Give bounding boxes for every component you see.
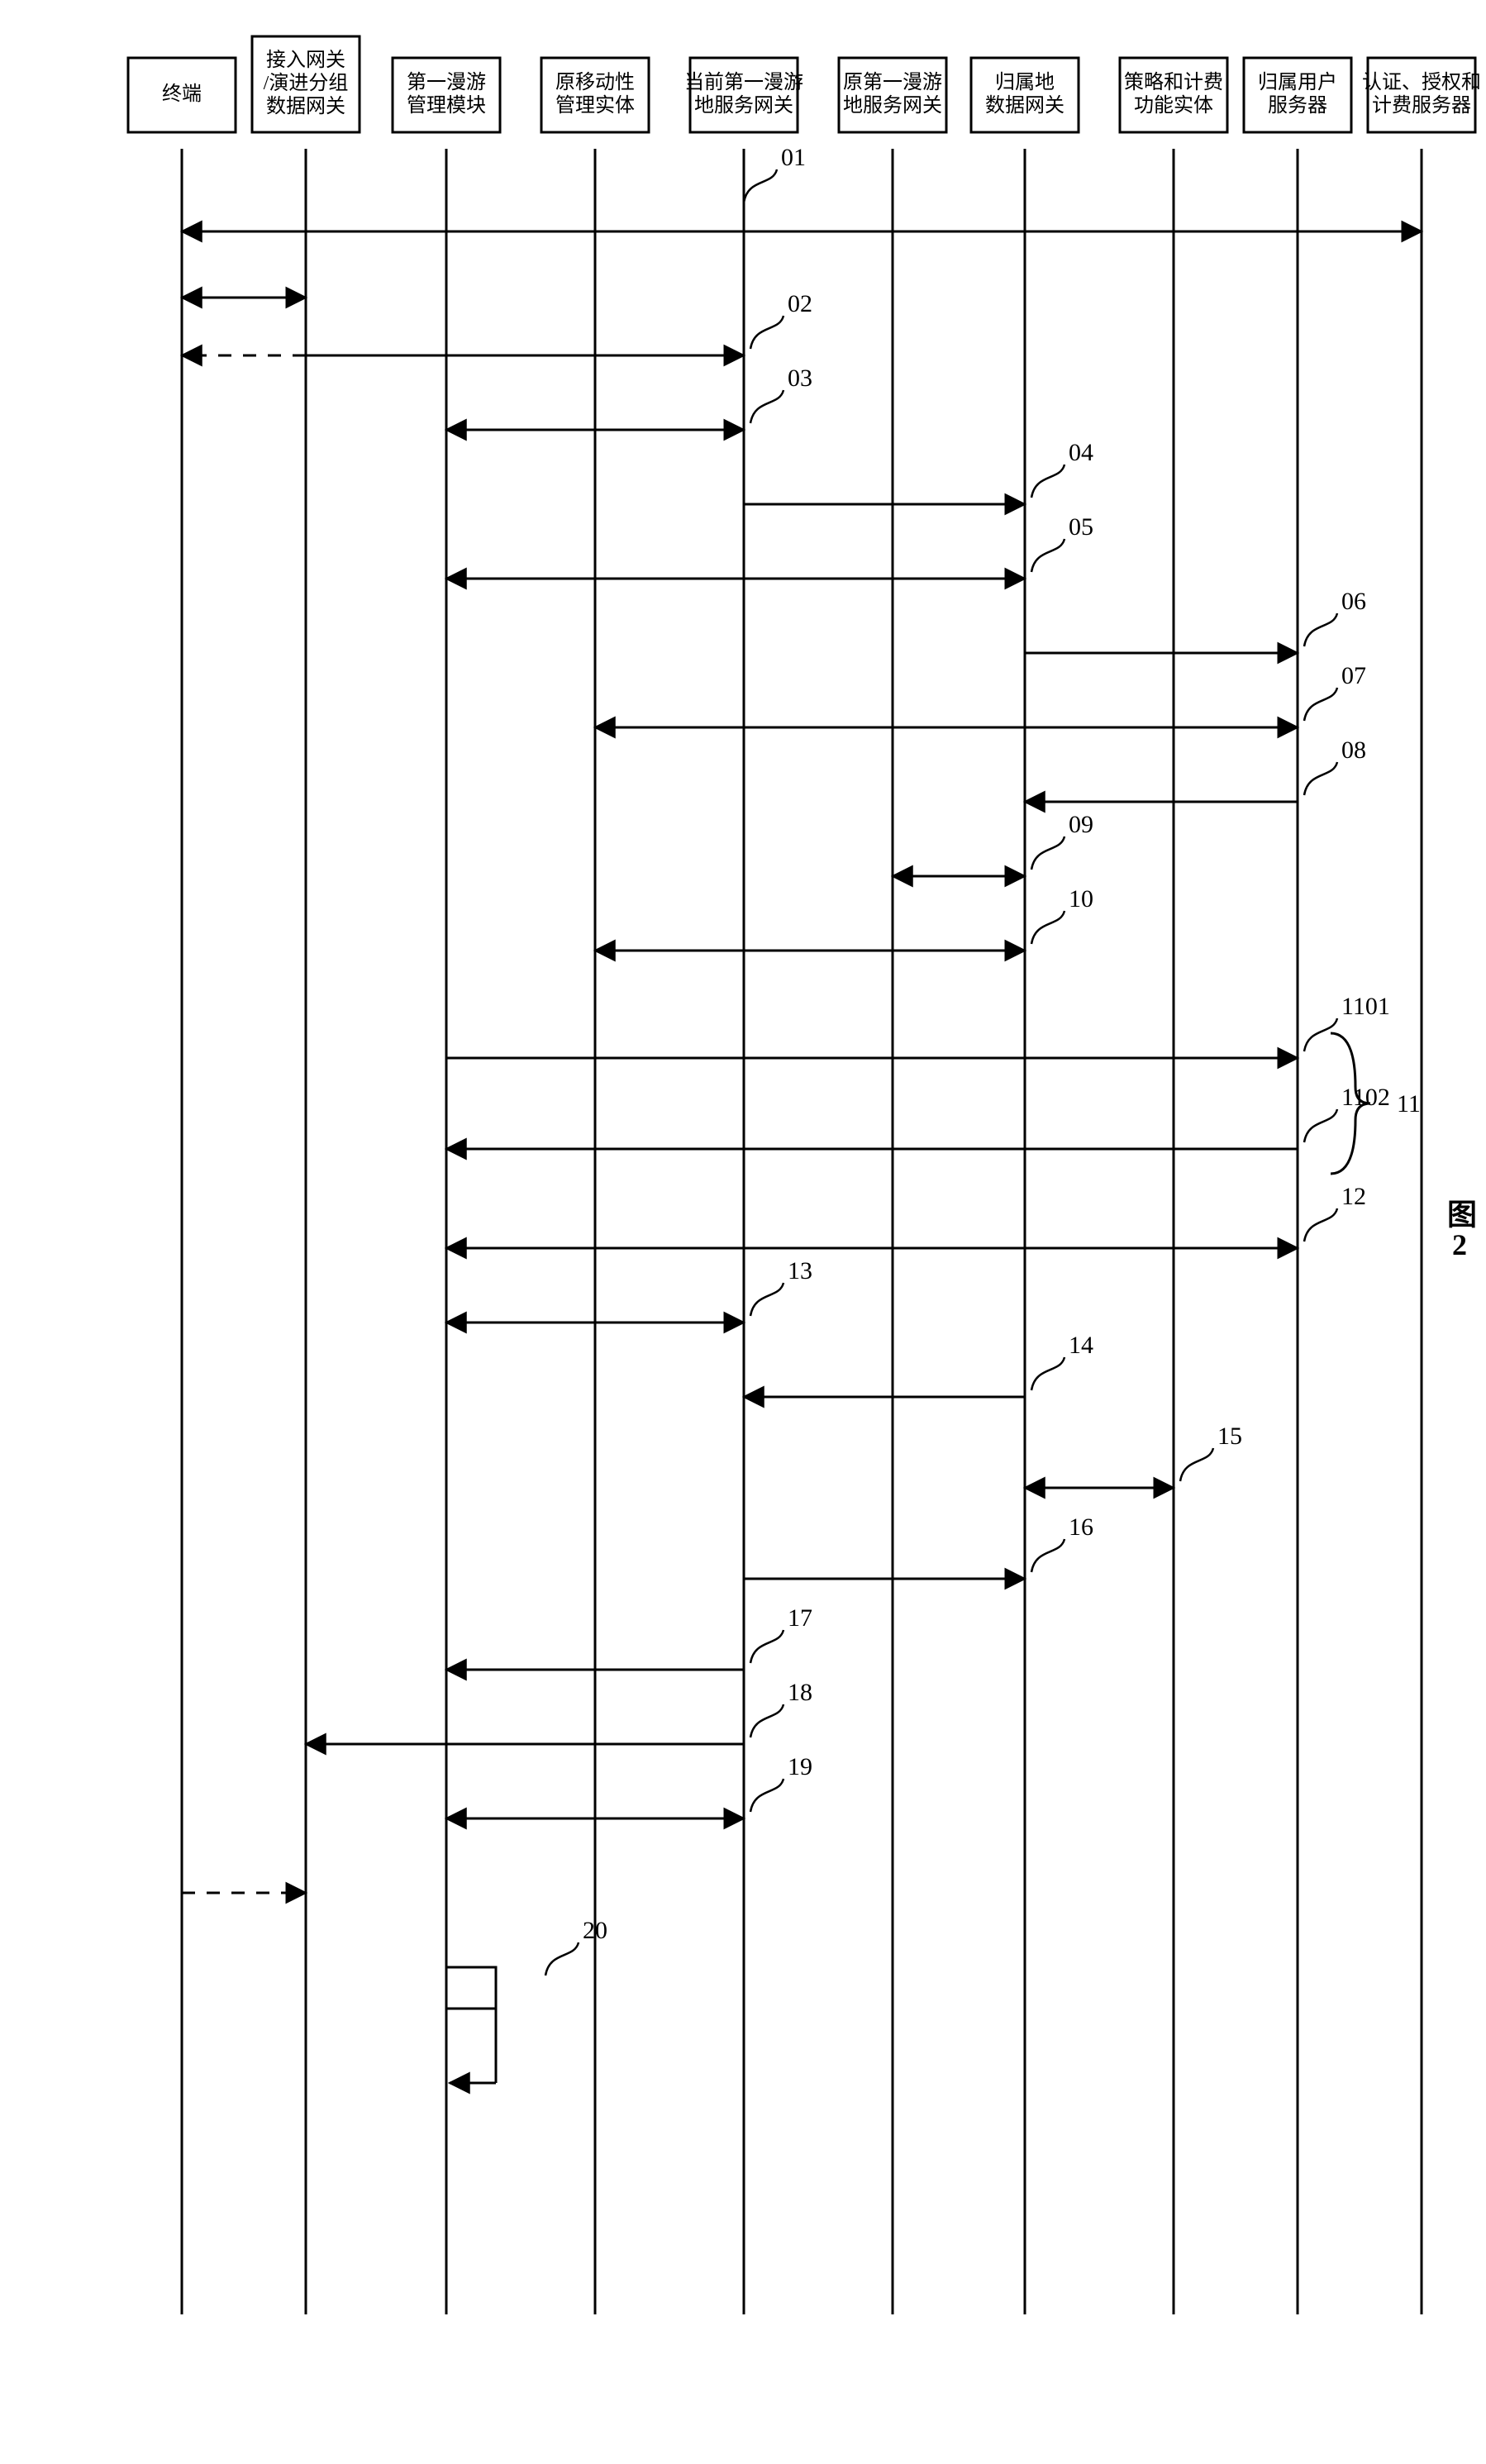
label-connector (750, 1704, 783, 1737)
label-connector (750, 1283, 783, 1316)
label-connector (744, 169, 777, 203)
label-connector (1031, 836, 1064, 870)
message-number: 03 (788, 365, 812, 392)
label-connector (1304, 1109, 1337, 1142)
label-connector (750, 1630, 783, 1663)
message-number: 13 (788, 1257, 812, 1284)
message-number: 19 (788, 1753, 812, 1780)
label-connector (1304, 613, 1337, 646)
message-number: 1102 (1341, 1084, 1390, 1111)
label-connector (1031, 1539, 1064, 1572)
message-number: 08 (1341, 736, 1366, 764)
figure-label: 图2 (1438, 1199, 1481, 1261)
participant-label: 接入网关/演进分组数据网关 (264, 49, 349, 117)
message-number: 01 (781, 144, 806, 171)
label-connector (1304, 762, 1337, 795)
message-number: 20 (583, 1917, 607, 1944)
message-number: 02 (788, 290, 812, 317)
label-connector (1031, 539, 1064, 572)
message-number: 10 (1069, 885, 1093, 913)
message-number: 12 (1341, 1183, 1366, 1210)
message-number: 09 (1069, 811, 1093, 838)
label-connector (545, 1942, 579, 1975)
self-activity (446, 1967, 496, 2009)
label-connector (1031, 465, 1064, 498)
participant-label: 终端 (162, 83, 202, 105)
message-number: 07 (1341, 662, 1366, 689)
message-number: 17 (788, 1604, 812, 1632)
message-number: 18 (788, 1679, 812, 1706)
label-connector (1180, 1448, 1213, 1481)
bracket-label: 11 (1397, 1090, 1421, 1118)
message-number: 06 (1341, 588, 1366, 615)
message-number: 1101 (1341, 993, 1390, 1020)
label-connector (750, 316, 783, 349)
label-connector (1031, 1357, 1064, 1390)
message-number: 04 (1069, 439, 1093, 466)
label-connector (750, 1779, 783, 1812)
label-connector (1304, 1018, 1337, 1051)
label-connector (1031, 911, 1064, 944)
label-connector (750, 390, 783, 423)
message-number: 16 (1069, 1513, 1093, 1541)
message-number: 14 (1069, 1332, 1093, 1359)
label-connector (1304, 688, 1337, 721)
sequence-diagram: 终端接入网关/演进分组数据网关第一漫游管理模块原移动性管理实体当前第一漫游地服务… (0, 0, 1486, 2464)
message-number: 15 (1217, 1423, 1242, 1450)
message-number: 05 (1069, 513, 1093, 541)
label-connector (1304, 1208, 1337, 1242)
